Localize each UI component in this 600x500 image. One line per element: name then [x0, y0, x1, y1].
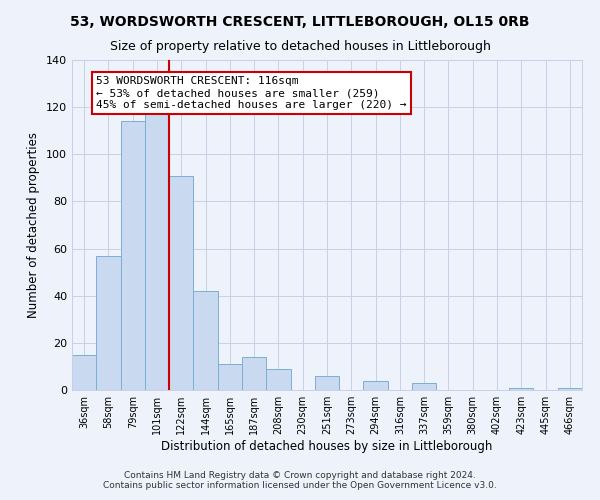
Bar: [242, 357, 266, 390]
Bar: [218, 364, 242, 390]
Bar: [412, 383, 436, 390]
Text: 53 WORDSWORTH CRESCENT: 116sqm
← 53% of detached houses are smaller (259)
45% of: 53 WORDSWORTH CRESCENT: 116sqm ← 53% of …: [96, 76, 407, 110]
Bar: [72, 354, 96, 390]
Bar: [266, 369, 290, 390]
Bar: [364, 380, 388, 390]
Bar: [169, 176, 193, 390]
Text: 53, WORDSWORTH CRESCENT, LITTLEBOROUGH, OL15 0RB: 53, WORDSWORTH CRESCENT, LITTLEBOROUGH, …: [70, 15, 530, 29]
Bar: [509, 388, 533, 390]
Y-axis label: Number of detached properties: Number of detached properties: [28, 132, 40, 318]
Text: Size of property relative to detached houses in Littleborough: Size of property relative to detached ho…: [110, 40, 490, 53]
Bar: [315, 376, 339, 390]
Bar: [96, 256, 121, 390]
Bar: [145, 112, 169, 390]
Bar: [558, 388, 582, 390]
Text: Contains HM Land Registry data © Crown copyright and database right 2024.
Contai: Contains HM Land Registry data © Crown c…: [103, 470, 497, 490]
X-axis label: Distribution of detached houses by size in Littleborough: Distribution of detached houses by size …: [161, 440, 493, 453]
Bar: [121, 122, 145, 390]
Bar: [193, 291, 218, 390]
